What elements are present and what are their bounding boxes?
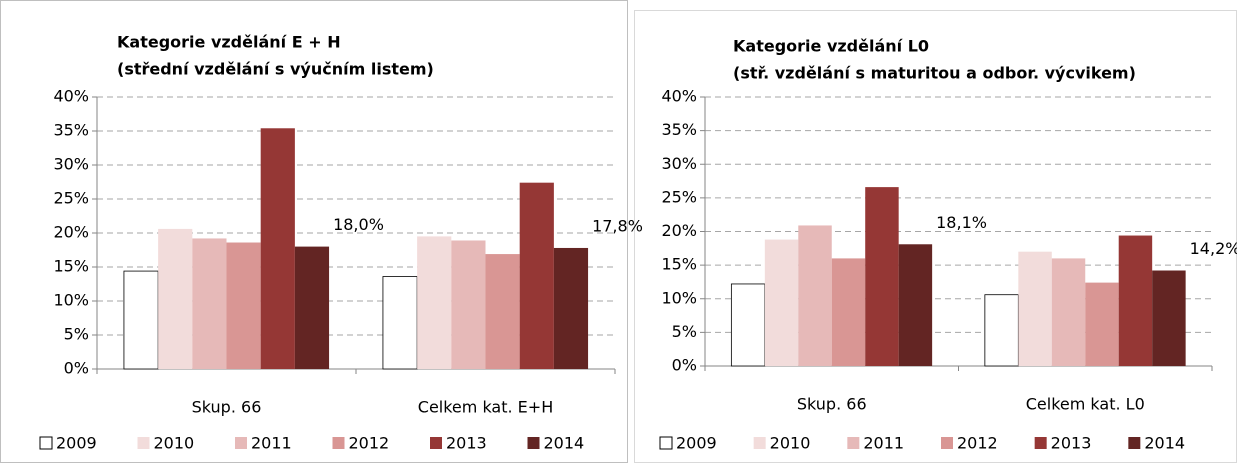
bar [294,246,330,369]
y-tick-label: 10% [53,291,89,310]
y-tick-label: 20% [53,223,89,242]
legend-label: 2010 [770,434,811,453]
legend-swatch [941,437,953,449]
bar [1051,258,1086,366]
legend-label: 2012 [957,434,998,453]
legend-swatch [1034,437,1047,449]
bar [865,187,899,366]
legend-swatch [847,437,860,449]
chart-title: Kategorie vzdělání L0 [733,37,929,56]
y-tick-label: 30% [53,155,89,174]
y-tick-label: 0% [672,356,697,375]
bar [1152,270,1186,366]
data-label: 17,8% [592,216,643,235]
bar [798,225,832,366]
legend-swatch [659,436,673,450]
legend-label: 2014 [544,434,585,453]
legend-label: 2011 [251,434,292,453]
y-tick-label: 35% [53,121,89,140]
x-tick-label: Skup. 66 [797,395,867,414]
chart-title: Kategorie vzdělání E + H [117,33,341,52]
legend-label: 2010 [154,434,195,453]
bar [1085,282,1119,366]
data-label: 18,0% [333,215,384,234]
y-tick-label: 10% [661,288,697,307]
bar [831,258,866,366]
y-tick-label: 25% [661,187,697,206]
y-tick-label: 30% [661,154,697,173]
legend-label: 2013 [1051,434,1092,453]
bar [553,247,589,369]
legend-swatch [1128,437,1141,449]
legend-swatch [753,437,766,449]
legend-label: 2013 [446,434,487,453]
bar [226,242,261,369]
y-tick-label: 5% [64,325,89,344]
legend-swatch [235,437,247,449]
bar [451,240,486,369]
x-tick-label: Celkem kat. E+H [418,398,553,417]
legend-label: 2009 [56,434,97,453]
y-tick-label: 15% [53,257,89,276]
y-tick-label: 5% [672,322,697,341]
y-tick-label: 20% [661,221,697,240]
y-tick-label: 0% [64,359,89,378]
bar [123,270,159,370]
bar [764,239,799,366]
data-label: 18,1% [936,213,987,232]
legend-swatch [430,437,442,449]
bar [519,182,554,369]
legend-label: 2014 [1144,434,1185,453]
legend-swatch [332,437,345,449]
y-tick-label: 25% [53,189,89,208]
bar [485,254,520,369]
x-tick-label: Skup. 66 [192,398,262,417]
bar [192,238,227,369]
bar [898,244,933,366]
bar [382,276,418,370]
y-tick-label: 35% [661,120,697,139]
legend-swatch [137,437,150,449]
legend-swatch [39,436,53,450]
legend-label: 2012 [349,434,390,453]
x-tick-label: Celkem kat. L0 [1026,395,1145,414]
y-tick-label: 40% [53,87,89,106]
legend-label: 2011 [863,434,904,453]
chart-subtitle: (stř. vzdělání s maturitou a odbor. výcv… [733,64,1136,83]
bar [417,236,452,369]
bar [158,228,193,369]
bar [730,283,766,367]
bar [1018,251,1052,366]
legend-swatch [527,437,540,449]
y-tick-label: 15% [661,255,697,274]
chart-subtitle: (střední vzdělání s výučním listem) [117,60,434,79]
data-label: 14,2% [1190,239,1237,258]
legend-label: 2009 [676,434,717,453]
bar [1118,235,1153,366]
bar [260,128,295,369]
y-tick-label: 40% [661,87,697,106]
bar [984,294,1019,367]
